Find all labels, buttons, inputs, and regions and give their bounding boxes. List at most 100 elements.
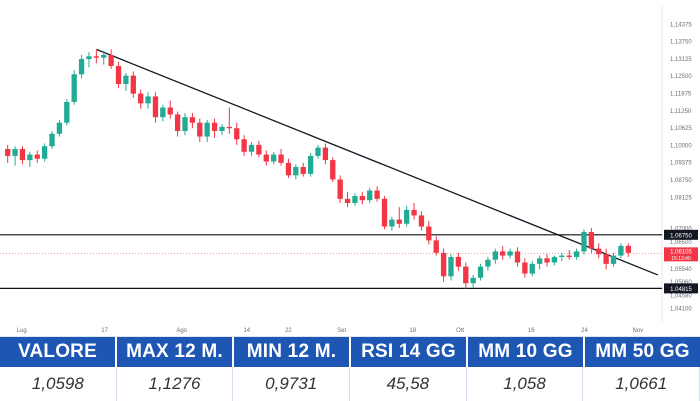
candle-body-down <box>322 147 329 161</box>
candle-body-up <box>248 144 255 152</box>
candle-body-up <box>389 219 395 227</box>
candle-body-up <box>219 126 225 132</box>
x-tick-label: 16 <box>528 328 535 334</box>
candle-body-up <box>352 196 358 203</box>
candle-body-down <box>167 107 173 115</box>
candle-body-down <box>189 117 196 123</box>
y-tick-label: 1,13750 <box>670 40 692 46</box>
candle-body-up <box>160 107 166 118</box>
y-tick-label: 1,06500 <box>670 240 692 246</box>
candle-body-up <box>293 167 299 176</box>
stat-value-valore: 1,0598 <box>31 374 84 393</box>
x-tick-label: 14 <box>243 328 250 334</box>
stat-label-min-12m: MIN 12 M. <box>246 341 337 362</box>
candle-body-down <box>440 252 447 277</box>
candle-body-down <box>130 75 136 94</box>
y-tick-label: 1,11875 <box>670 91 692 97</box>
x-tick-label: 17 <box>101 328 108 334</box>
candle-body-down <box>256 144 262 155</box>
y-tick-label: 1,13125 <box>670 57 692 63</box>
candle-body-up <box>403 209 410 224</box>
candle-body-down <box>411 209 417 216</box>
y-tick-label: 1,04580 <box>670 293 692 299</box>
candle-body-up <box>86 56 92 60</box>
y-tick-label: 1,10625 <box>670 126 692 132</box>
stat-value-cell: 1,0661 <box>583 367 700 401</box>
candle-body-down <box>5 149 11 156</box>
candle-body-down <box>234 128 240 140</box>
candle-body-down <box>433 240 439 253</box>
candle-body-down <box>566 255 572 257</box>
candle-body-down <box>211 122 218 132</box>
stat-value-mm-10gg: 1,058 <box>503 374 546 393</box>
candle-body-up <box>12 149 18 156</box>
candle-body-down <box>418 215 425 227</box>
candle-body-up <box>315 147 321 156</box>
candle-body-down <box>426 226 432 241</box>
level-price-label: 1.06750 <box>670 233 692 239</box>
candle-body-down <box>522 262 528 274</box>
level-price-label: 1.04815 <box>670 287 692 293</box>
stat-header-cell: MM 10 GG <box>468 337 585 367</box>
candle-body-up <box>204 122 210 137</box>
candle-body-up <box>145 96 151 104</box>
candle-body-down <box>278 154 284 163</box>
stat-value-cell: 1,058 <box>467 367 584 401</box>
candle-body-up <box>182 117 188 132</box>
candle-body-down <box>108 54 114 66</box>
current-price-tag <box>664 247 698 262</box>
candle-body-down <box>300 167 306 174</box>
candle-body-down <box>93 56 100 58</box>
candle-body-up <box>101 54 107 58</box>
candle-body-down <box>174 114 181 132</box>
candle-body-up <box>559 255 565 257</box>
candle-body-down <box>337 179 343 199</box>
candle-body-down <box>34 154 40 159</box>
current-price-time: 15:13:40 <box>671 256 691 262</box>
stat-label-mm-50gg: MM 50 GG <box>595 341 690 362</box>
x-tick-label: 24 <box>581 328 588 334</box>
stats-values-row: 1,0598 1,1276 0,9731 45,58 1,058 1,0661 <box>0 367 700 401</box>
stat-header-cell: RSI 14 GG <box>351 337 468 367</box>
candlestick-chart: 1,041001,045801,050601,055401,060201,065… <box>0 6 698 334</box>
candle-body-up <box>536 258 543 264</box>
stat-value-cell: 0,9731 <box>233 367 351 401</box>
candle-body-down <box>603 254 609 264</box>
candle-body-up <box>470 277 476 284</box>
price-chart: 1,041001,045801,050601,055401,060201,065… <box>0 6 698 334</box>
candle-body-down <box>500 251 506 256</box>
candle-body-down <box>588 232 595 249</box>
stat-value-cell: 45,58 <box>350 367 467 401</box>
x-tick-label: Ago <box>176 328 187 334</box>
candle-body-up <box>507 251 513 256</box>
candle-body-down <box>263 154 269 162</box>
y-tick-label: 1,05540 <box>670 267 692 273</box>
candle-body-up <box>27 154 33 161</box>
candle-body-up <box>448 256 454 277</box>
candle-body-down <box>19 149 26 161</box>
candle-body-up <box>618 245 624 256</box>
stat-value-max-12m: 1,1276 <box>148 374 201 393</box>
candle-body-up <box>271 154 277 162</box>
y-tick-label: 1,09375 <box>670 161 692 167</box>
candle-body-up <box>367 190 373 201</box>
level-price-tag <box>664 283 698 294</box>
candle-body-down <box>625 245 631 253</box>
x-tick-label: Nov <box>633 328 644 334</box>
candle-body-up <box>56 122 63 134</box>
x-tick-label: 18 <box>409 328 416 334</box>
stat-value-cell: 1,1276 <box>117 367 234 401</box>
y-tick-label: 1,08750 <box>670 178 692 184</box>
stat-value-rsi-14gg: 45,58 <box>386 374 430 393</box>
candle-body-down <box>115 65 122 84</box>
candle-body-up <box>529 263 535 274</box>
candle-body-down <box>285 162 292 176</box>
candle-body-down <box>396 219 402 224</box>
candle-body-up <box>64 101 70 123</box>
candle-body-down <box>359 196 365 201</box>
x-tick-label: Ott <box>456 328 464 334</box>
candle-body-down <box>344 198 351 203</box>
stat-value-cell: 1,0598 <box>0 367 117 401</box>
stat-value-min-12m: 0,9731 <box>265 374 318 393</box>
candle-body-down <box>226 126 233 129</box>
